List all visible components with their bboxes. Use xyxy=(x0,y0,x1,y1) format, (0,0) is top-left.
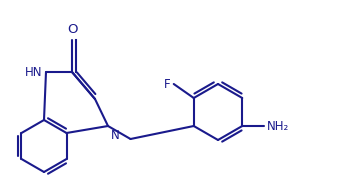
Text: HN: HN xyxy=(24,65,42,79)
Text: O: O xyxy=(67,23,77,36)
Text: N: N xyxy=(111,129,120,142)
Text: F: F xyxy=(164,78,171,90)
Text: NH₂: NH₂ xyxy=(267,119,290,132)
